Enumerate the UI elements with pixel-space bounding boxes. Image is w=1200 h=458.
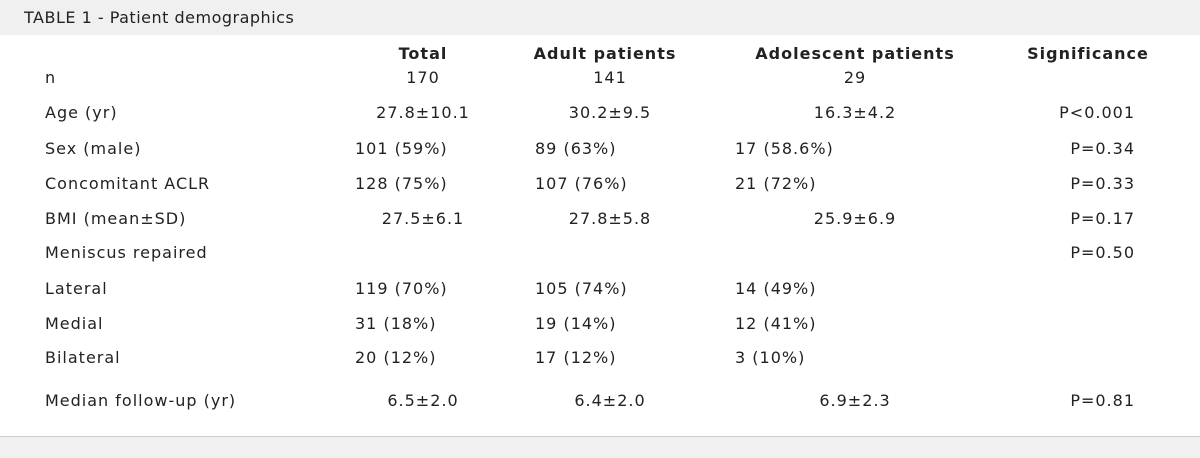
data-cell: 3 (10%) [735, 348, 806, 367]
table-title: TABLE 1 - Patient demographics [24, 8, 295, 27]
significance-cell: P=0.81 [1070, 391, 1135, 410]
column-header: Adult patients [533, 44, 677, 63]
data-cell: 25.9±6.9 [813, 209, 897, 228]
column-header: Adolescent patients [755, 44, 955, 63]
data-cell: 119 (70%) [355, 279, 448, 298]
data-cell: 27.5±6.1 [381, 209, 465, 228]
data-cell: 141 [593, 68, 627, 87]
significance-cell: P=0.50 [1070, 243, 1135, 262]
data-cell: 29 [843, 68, 867, 87]
data-cell: 20 (12%) [355, 348, 437, 367]
data-cell: 101 (59%) [355, 139, 448, 158]
data-cell: 21 (72%) [735, 174, 817, 193]
row-label: Concomitant ACLR [45, 173, 211, 193]
data-cell: 6.9±2.3 [819, 391, 891, 410]
row-label: n [45, 67, 57, 87]
data-cell: 30.2±9.5 [568, 103, 652, 122]
data-cell: 31 (18%) [355, 314, 437, 333]
data-cell: 6.5±2.0 [387, 391, 459, 410]
data-cell: 170 [406, 68, 440, 87]
significance-cell: P=0.34 [1070, 139, 1135, 158]
data-cell: 17 (12%) [535, 348, 617, 367]
data-cell: 16.3±4.2 [813, 103, 897, 122]
data-cell: 6.4±2.0 [574, 391, 646, 410]
significance-cell: P=0.33 [1070, 174, 1135, 193]
data-cell: 128 (75%) [355, 174, 448, 193]
row-label: Sex (male) [45, 138, 142, 158]
data-cell: 27.8±5.8 [568, 209, 652, 228]
data-cell: 19 (14%) [535, 314, 617, 333]
data-cell: 12 (41%) [735, 314, 817, 333]
significance-cell: P=0.17 [1070, 209, 1135, 228]
row-label: BMI (mean±SD) [45, 208, 187, 228]
column-header: Significance [1027, 44, 1149, 63]
footer-bar [0, 436, 1200, 458]
row-label: Meniscus repaired [45, 242, 208, 262]
row-label: Age (yr) [45, 102, 118, 122]
data-cell: 17 (58.6%) [735, 139, 834, 158]
column-header: Total [398, 44, 448, 63]
data-cell: 27.8±10.1 [376, 103, 470, 122]
data-cell: 107 (76%) [535, 174, 628, 193]
data-cell: 89 (63%) [535, 139, 617, 158]
row-label: Medial [45, 313, 104, 333]
data-cell: 105 (74%) [535, 279, 628, 298]
title-bar: TABLE 1 - Patient demographics [0, 0, 1200, 35]
row-label: Bilateral [45, 347, 121, 367]
row-label: Lateral [45, 278, 108, 298]
significance-cell: P<0.001 [1059, 103, 1135, 122]
data-cell: 14 (49%) [735, 279, 817, 298]
row-label: Median follow-up (yr) [45, 390, 237, 410]
